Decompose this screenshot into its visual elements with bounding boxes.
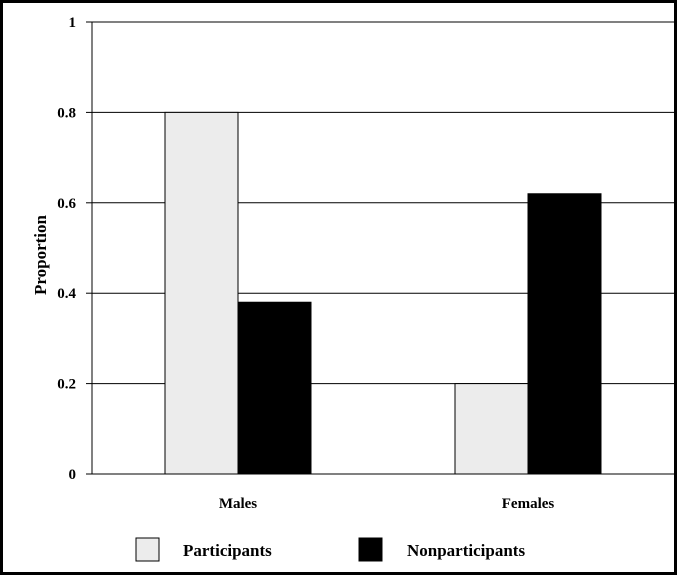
bar-participants-females: [454, 383, 529, 475]
legend-swatch-participants: [135, 537, 160, 562]
y-tick-labels: 0 0.2 0.4 0.6 0.8 1: [57, 15, 76, 483]
x-tick-label: Males: [219, 496, 257, 512]
y-tick-label: 0.6: [57, 196, 76, 212]
x-tick-label: Females: [502, 496, 555, 512]
y-tick-label: 1: [69, 15, 77, 31]
bar-participants-males: [164, 111, 239, 475]
legend-label-nonparticipants: Nonparticipants: [407, 541, 525, 560]
axes: [91, 22, 675, 475]
legend-swatch-nonparticipants: [358, 537, 383, 562]
x-tick-labels: Males Females: [219, 496, 555, 512]
y-tick-label: 0: [69, 467, 77, 483]
y-axis-label: Proportion: [31, 214, 50, 295]
y-tick-label: 0.4: [57, 286, 76, 302]
y-tick-label: 0.8: [57, 105, 76, 121]
bar-nonparticipants-females: [527, 193, 602, 475]
bars: [164, 111, 602, 475]
legend-label-participants: Participants: [183, 541, 272, 560]
bar-nonparticipants-males: [237, 301, 312, 475]
legend: Participants Nonparticipants: [135, 537, 525, 562]
y-tick-label: 0.2: [57, 377, 76, 393]
